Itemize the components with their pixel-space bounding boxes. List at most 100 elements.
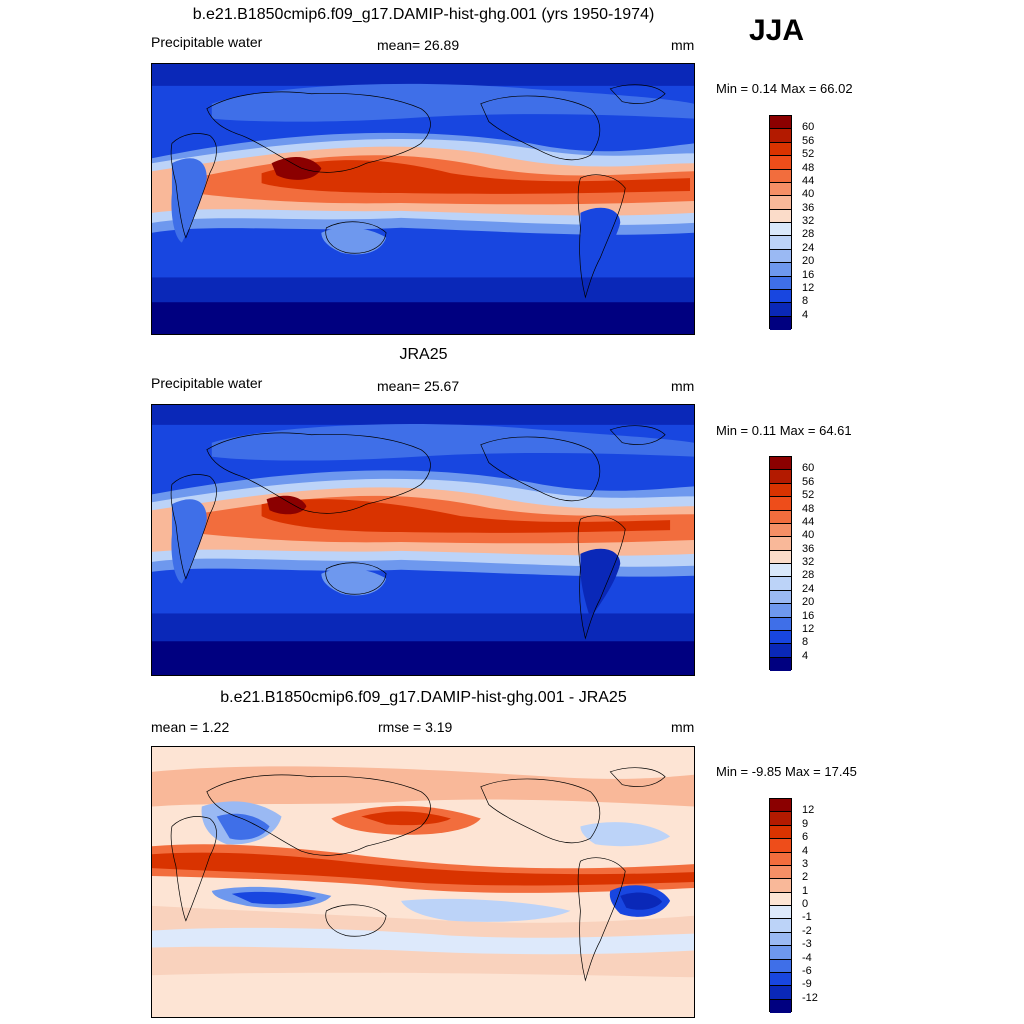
field-name: Precipitable water — [151, 375, 263, 391]
colorbar-swatch — [770, 196, 791, 210]
rmse-value: rmse = 3.19 — [378, 719, 453, 735]
colorbar-tick-label: 24 — [802, 241, 815, 254]
colorbar-swatch — [770, 959, 791, 973]
colorbar-tick-label: 40 — [802, 529, 815, 542]
colorbar — [769, 115, 792, 330]
colorbar-tick-label: 52 — [802, 148, 815, 161]
units-label: mm — [671, 37, 695, 53]
colorbar-swatch — [770, 142, 791, 157]
colorbar-tick-label: 36 — [802, 201, 815, 214]
colorbar-tick-label: -9 — [802, 978, 812, 991]
panel-title: b.e21.B1850cmip6.f09_g17.DAMIP-hist-ghg.… — [220, 689, 627, 706]
colorbar-tick-label: 28 — [802, 569, 815, 582]
colorbar-tick-label: 44 — [802, 515, 815, 528]
colorbar-swatch — [770, 523, 791, 538]
colorbar-swatch — [770, 657, 791, 671]
colorbar-swatch — [770, 919, 791, 933]
colorbar-swatch — [770, 564, 791, 578]
colorbar-swatch — [770, 236, 791, 250]
colorbar-tick-label: 40 — [802, 188, 815, 201]
colorbar-tick-label: -1 — [802, 911, 812, 924]
colorbar-swatch — [770, 906, 791, 920]
colorbar-swatch — [770, 590, 791, 605]
colorbar-swatch — [770, 116, 791, 130]
colorbar-swatch — [770, 510, 791, 524]
colorbar-tick-label: 48 — [802, 502, 815, 515]
colorbar-tick-label: 12 — [802, 622, 815, 635]
colorbar-swatch — [770, 972, 791, 987]
colorbar-swatch — [770, 316, 791, 330]
colorbar-tick-label: 32 — [802, 215, 815, 227]
colorbar-tick-label: 24 — [802, 582, 815, 595]
colorbar-tick-label: 56 — [802, 475, 815, 488]
colorbar-tick-label: 4 — [802, 649, 809, 662]
colorbar-tick-label: 3 — [802, 857, 809, 870]
colorbar-tick-label: 20 — [802, 255, 815, 268]
colorbar-swatch — [770, 825, 791, 840]
colorbar-tick-label: 8 — [802, 636, 809, 649]
min-max-label: Min = -9.85 Max = 17.45 — [716, 764, 857, 779]
colorbar-swatch — [770, 839, 791, 853]
colorbar-tick-label: -12 — [802, 991, 818, 1004]
colorbar-swatch — [770, 249, 791, 264]
map-difference — [151, 746, 695, 1018]
colorbar-swatch — [770, 289, 791, 304]
colorbar-swatch — [770, 799, 791, 813]
contour-map — [152, 747, 694, 1017]
colorbar-tick-label: 16 — [802, 268, 815, 281]
colorbar-tick-label: -4 — [802, 951, 812, 964]
colorbar-swatch — [770, 483, 791, 498]
min-max-label: Min = 0.11 Max = 64.61 — [716, 423, 852, 438]
colorbar-tick-label: 8 — [802, 295, 809, 308]
colorbar-swatch — [770, 630, 791, 645]
colorbar-swatch — [770, 303, 791, 317]
colorbar-tick-label: -6 — [802, 964, 812, 977]
colorbar-tick-label: 2 — [802, 871, 809, 884]
colorbar-tick-label: 56 — [802, 134, 815, 147]
colorbar-swatch — [770, 892, 791, 906]
colorbar-swatch — [770, 470, 791, 484]
colorbar-tick-label: 60 — [802, 462, 815, 475]
colorbar-swatch — [770, 209, 791, 223]
colorbar-swatch — [770, 865, 791, 880]
colorbar-swatch — [770, 497, 791, 511]
panel-title: JRA25 — [399, 346, 448, 363]
season-label: JJA — [749, 14, 805, 47]
colorbar-swatch — [770, 852, 791, 866]
colorbar-swatch — [770, 550, 791, 564]
colorbar-tick-label: 48 — [802, 161, 815, 174]
colorbar-swatch — [770, 986, 791, 1000]
colorbar-tick-label: 4 — [802, 308, 809, 321]
colorbar-swatch — [770, 129, 791, 143]
colorbar-swatch — [770, 644, 791, 658]
colorbar-tick-label: -2 — [802, 924, 812, 937]
colorbar-tick-label: 52 — [802, 489, 815, 502]
colorbar-swatch — [770, 156, 791, 170]
contour-map — [152, 405, 694, 675]
colorbar-tick-label: 36 — [802, 542, 815, 555]
colorbar-tick-label: 1 — [802, 884, 809, 897]
map-model — [151, 63, 695, 335]
colorbar-swatch — [770, 169, 791, 183]
colorbar-tick-label: 44 — [802, 174, 815, 187]
colorbar-tick-label: 20 — [802, 596, 815, 609]
min-max-label: Min = 0.14 Max = 66.02 — [716, 81, 853, 96]
colorbar-swatch — [770, 604, 791, 618]
field-name: Precipitable water — [151, 34, 263, 50]
colorbar-tick-label: 4 — [802, 844, 809, 857]
mean-value: mean= 25.67 — [377, 378, 460, 394]
contour-map — [152, 64, 694, 334]
colorbar-swatch — [770, 999, 791, 1013]
colorbar-tick-label: 0 — [802, 898, 809, 910]
colorbar-swatch — [770, 812, 791, 826]
colorbar-swatch — [770, 879, 791, 893]
colorbar — [769, 456, 792, 671]
colorbar-swatch — [770, 182, 791, 197]
units-label: mm — [671, 719, 695, 735]
colorbar-swatch — [770, 932, 791, 947]
colorbar-swatch — [770, 537, 791, 551]
colorbar-swatch — [770, 223, 791, 237]
colorbar-tick-label: 9 — [802, 817, 809, 830]
colorbar-tick-label: 60 — [802, 121, 815, 134]
colorbar-swatch — [770, 617, 791, 631]
